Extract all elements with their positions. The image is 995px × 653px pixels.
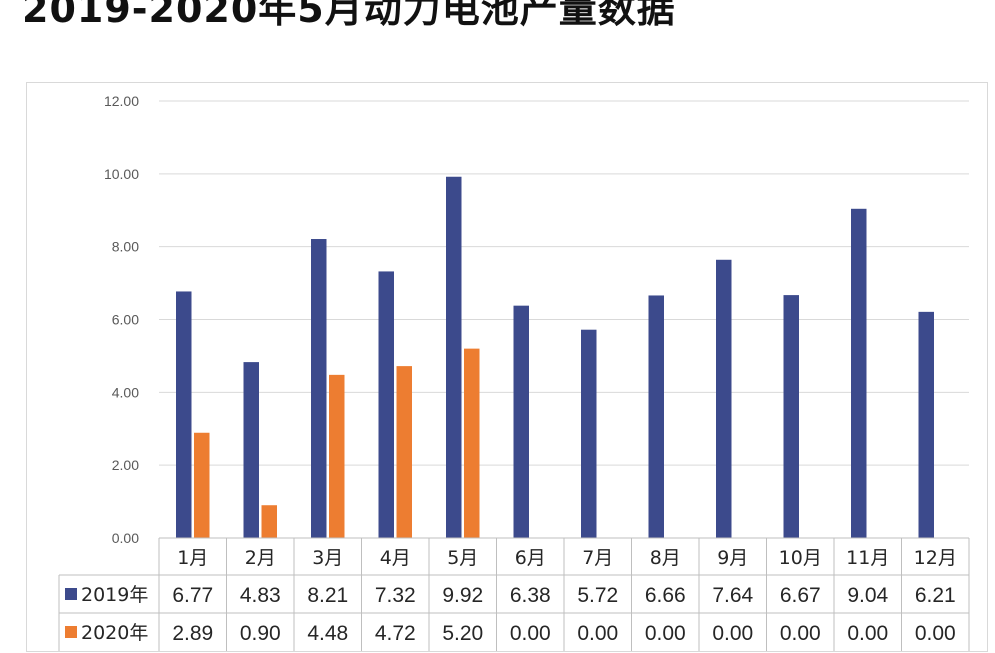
category-label-10: 10月 [779, 547, 822, 569]
table-value-2020-10: 0.00 [780, 622, 821, 645]
bar-2019-4 [378, 271, 394, 538]
category-label-4: 4月 [380, 547, 411, 569]
table-value-2020-8: 0.00 [645, 622, 686, 645]
table-value-2019-10: 6.67 [780, 584, 821, 607]
category-label-9: 9月 [717, 547, 748, 569]
bar-2019-6 [513, 305, 529, 538]
category-label-2: 2月 [245, 547, 276, 569]
chart-plot: 0.00 2.00 4.00 6.00 8.00 10.00 12.00 1月 2月 3月 4月 5月… [58, 93, 970, 651]
category-label-11: 11月 [846, 547, 889, 569]
y-tick-label-6: 12.00 [104, 93, 139, 109]
category-label-7: 7月 [582, 547, 613, 569]
table-value-2019-1: 6.77 [172, 584, 213, 607]
bar-2019-3 [311, 239, 327, 538]
y-tick-label-0: 0.00 [112, 530, 139, 546]
table-value-2019-8: 6.66 [645, 584, 686, 607]
bar-2019-7 [581, 329, 597, 538]
table-value-2020-5: 5.20 [442, 622, 483, 645]
series-name-2020: 2020年 [81, 622, 148, 644]
chart-title: 2019-2020年5月动力电池产量数据 [22, 0, 676, 31]
legend-key-2019 [65, 588, 77, 600]
bar-2020-4 [396, 366, 412, 538]
table-value-2020-6: 0.00 [510, 622, 551, 645]
legend-key-2020 [65, 626, 77, 638]
table-value-2019-11: 9.04 [847, 584, 888, 607]
table-value-2020-11: 0.00 [847, 622, 888, 645]
table-value-2019-7: 5.72 [577, 584, 618, 607]
bar-2019-8 [648, 295, 664, 538]
table-value-2020-12: 0.00 [915, 622, 956, 645]
table-value-2019-5: 9.92 [442, 584, 483, 607]
bar-2020-5 [464, 348, 480, 538]
bar-2020-3 [329, 374, 345, 538]
y-tick-label-5: 10.00 [104, 166, 139, 182]
table-value-2020-4: 4.72 [375, 622, 416, 645]
bar-2019-2 [243, 362, 259, 538]
table-value-2020-7: 0.00 [577, 622, 618, 645]
table-value-2020-2: 0.90 [240, 622, 281, 645]
category-label-3: 3月 [312, 547, 343, 569]
bar-2019-11 [851, 208, 867, 538]
chart-frame: 0.00 2.00 4.00 6.00 8.00 10.00 12.00 1月 2月 3月 4月 5月… [26, 82, 988, 652]
bar-2019-1 [176, 291, 192, 538]
table-value-2020-3: 4.48 [307, 622, 348, 645]
category-label-1: 1月 [177, 547, 208, 569]
y-tick-label-1: 2.00 [112, 457, 139, 473]
bar-2019-9 [716, 259, 732, 538]
category-label-8: 8月 [650, 547, 681, 569]
table-value-2020-9: 0.00 [712, 622, 753, 645]
table-value-2019-12: 6.21 [915, 584, 956, 607]
table-value-2020-1: 2.89 [172, 622, 213, 645]
category-label-12: 12月 [914, 547, 957, 569]
bar-2019-12 [918, 311, 934, 538]
bar-2020-1 [194, 432, 210, 538]
y-tick-label-3: 6.00 [112, 312, 139, 328]
table-value-2019-4: 7.32 [375, 584, 416, 607]
table-value-2019-3: 8.21 [307, 584, 348, 607]
y-tick-label-2: 4.00 [112, 384, 139, 400]
table-value-2019-2: 4.83 [240, 584, 281, 607]
bar-2019-10 [783, 295, 799, 538]
y-tick-label-4: 8.00 [112, 239, 139, 255]
table-value-2019-6: 6.38 [510, 584, 551, 607]
category-label-6: 6月 [515, 547, 546, 569]
series-name-2019: 2019年 [81, 584, 148, 606]
category-label-5: 5月 [447, 547, 478, 569]
table-value-2019-9: 7.64 [712, 584, 753, 607]
bar-2020-2 [261, 505, 277, 538]
bar-2019-5 [446, 176, 462, 538]
